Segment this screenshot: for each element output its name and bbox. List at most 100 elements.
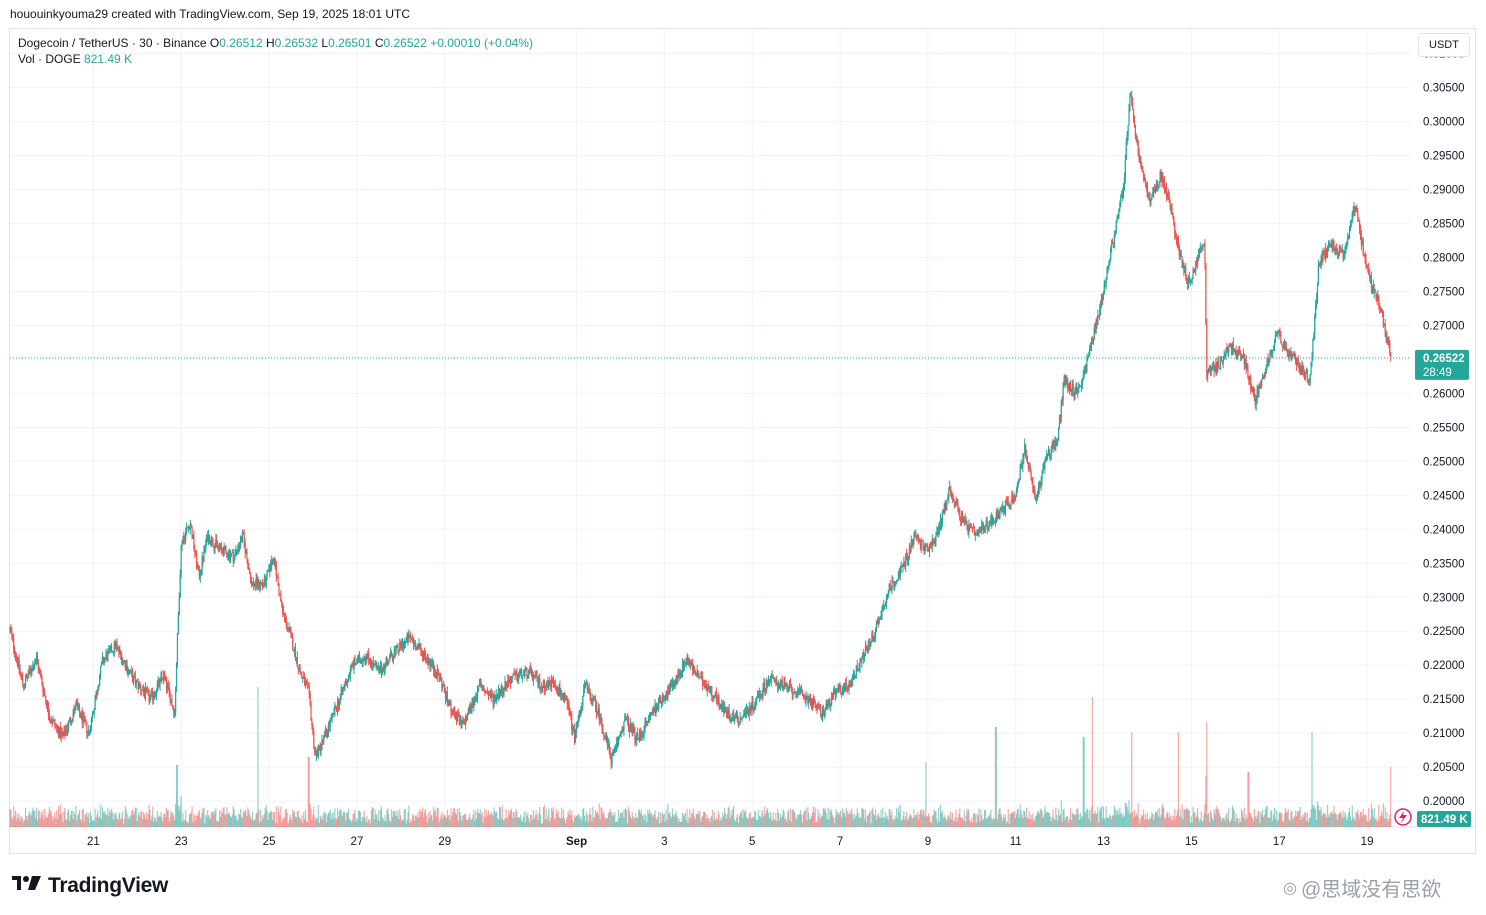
candle-body (657, 705, 659, 709)
candle-body (318, 745, 320, 747)
volume-bar (774, 819, 776, 827)
candle-body (898, 573, 900, 577)
candle-body (468, 708, 470, 713)
candle-body (820, 705, 822, 714)
candle-body (1003, 506, 1005, 513)
candle-body (1292, 355, 1294, 357)
volume-label[interactable]: Vol · DOGE (18, 52, 81, 66)
volume-bar (1281, 813, 1283, 827)
candle-body (159, 678, 161, 686)
candle-body (648, 718, 650, 722)
volume-bar (178, 809, 180, 827)
candle-body (709, 689, 711, 692)
volume-bar (788, 809, 790, 827)
candle-body (958, 508, 960, 510)
candle-body (21, 675, 23, 679)
candle-body (444, 692, 447, 699)
volume-bar (633, 819, 635, 827)
volume-bar (912, 817, 914, 827)
price-axis[interactable]: 0.310000.305000.300000.295000.290000.285… (1423, 48, 1465, 808)
volume-bar (96, 814, 98, 827)
candle-body (939, 518, 942, 530)
candle-body (1245, 359, 1247, 369)
candle-body (1051, 443, 1053, 450)
candle-body (1057, 427, 1060, 440)
candle-body (422, 650, 424, 659)
candle-body (300, 673, 302, 675)
volume-bar (705, 819, 707, 827)
candle-body (836, 689, 838, 691)
candle-body (713, 696, 716, 698)
volume-bar (722, 812, 724, 827)
volume-bar (936, 819, 938, 827)
volume-bar (410, 819, 412, 827)
candle-body (219, 545, 222, 548)
candle-body (939, 526, 941, 530)
candle-body (1108, 263, 1110, 269)
volume-bar (208, 816, 211, 827)
volume-bar (881, 817, 883, 827)
volume-bar (38, 810, 40, 827)
candle-body (53, 719, 55, 721)
candle-body (434, 672, 437, 677)
candle-body (483, 689, 485, 692)
volume-bar (1351, 805, 1353, 827)
currency-unit-button[interactable]: USDT (1418, 33, 1470, 57)
candle-body (574, 732, 577, 741)
symbol-title[interactable]: Dogecoin / TetherUS · 30 · Binance (18, 36, 207, 50)
volume-bar (982, 819, 985, 827)
volume-bar (330, 819, 332, 827)
volume-bar (198, 810, 200, 827)
volume-bar (992, 819, 994, 827)
volume-bar (404, 809, 406, 827)
volume-bar (502, 819, 504, 827)
volume-bar (454, 808, 456, 827)
candle-body (1206, 324, 1208, 377)
candle-body (564, 694, 566, 697)
candle-body (653, 709, 655, 713)
volume-bar (141, 812, 143, 827)
candle-body (22, 678, 24, 685)
volume-bar (651, 816, 653, 827)
volume-bar (24, 819, 26, 827)
volume-bars (9, 687, 1392, 827)
volume-bar (11, 817, 13, 827)
volume-bar (371, 807, 373, 827)
candle-body (193, 536, 195, 549)
volume-bar (221, 813, 223, 827)
candle-body (851, 680, 853, 687)
volume-bar (542, 807, 545, 827)
volume-bar (150, 819, 152, 827)
candle-body (914, 534, 916, 537)
candle-body (1279, 330, 1281, 336)
volume-bar (1124, 802, 1126, 827)
candle-body (1369, 276, 1372, 279)
volume-bar (372, 807, 374, 827)
candle-body (1065, 379, 1067, 384)
volume-bar (311, 819, 313, 827)
candle-body (971, 527, 974, 528)
volume-bar (142, 819, 144, 827)
volume-bar (606, 818, 609, 827)
tradingview-logo[interactable]: ⁣ TradingView (12, 874, 168, 898)
volume-bar (753, 816, 755, 827)
volume-bar (282, 817, 285, 827)
volume-bar (190, 811, 192, 827)
time-axis[interactable]: 21 23 25 27 29 Sep 3 5 7 9 11 13 15 17 19 (87, 836, 1373, 848)
candle-body (454, 707, 456, 719)
volume-bar (804, 811, 806, 827)
candle-body (654, 703, 656, 713)
candle-body (764, 682, 766, 692)
candle-body (283, 613, 286, 617)
volume-bar (18, 813, 20, 827)
candle-body (928, 550, 930, 552)
candle-body (1119, 203, 1121, 209)
candle-body (748, 706, 750, 716)
volume-bar (411, 821, 413, 827)
candle-body (1062, 385, 1064, 401)
volume-bar (164, 817, 167, 827)
volume-bar (27, 815, 29, 827)
candle-body (738, 722, 740, 725)
volume-bar (99, 817, 101, 827)
